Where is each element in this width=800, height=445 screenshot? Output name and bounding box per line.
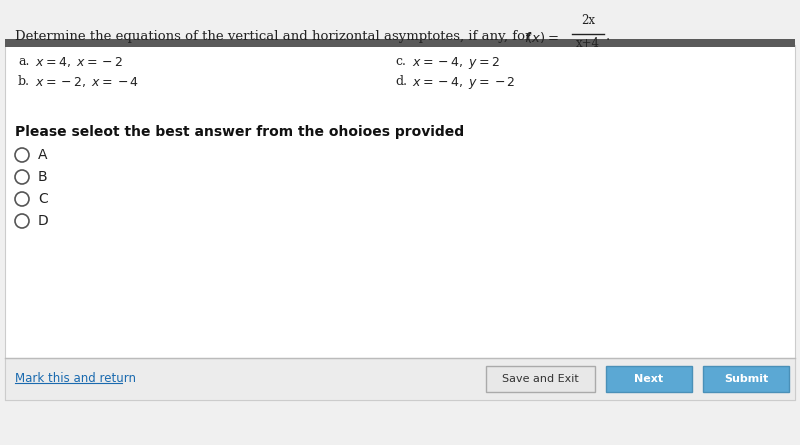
Text: Mark this and return: Mark this and return [15, 372, 136, 385]
FancyBboxPatch shape [703, 366, 789, 392]
Text: B: B [38, 170, 48, 184]
FancyBboxPatch shape [5, 358, 795, 400]
Text: $x = 4,\ x = -2$: $x = 4,\ x = -2$ [35, 55, 123, 69]
Text: C: C [38, 192, 48, 206]
Text: Save and Exit: Save and Exit [502, 374, 578, 384]
Text: $x = -4,\ y = 2$: $x = -4,\ y = 2$ [412, 55, 500, 71]
Text: .: . [606, 30, 610, 43]
Text: $x = -2,\ x = -4$: $x = -2,\ x = -4$ [35, 75, 139, 89]
Text: Determine the equations of the vertical and horizontal asymptotes, if any, for: Determine the equations of the vertical … [15, 30, 531, 43]
Text: x+4: x+4 [576, 37, 600, 50]
Text: Next: Next [634, 374, 663, 384]
Text: a.: a. [18, 55, 30, 68]
Text: $f\!\left(x\right)=$: $f\!\left(x\right)=$ [524, 30, 559, 45]
FancyBboxPatch shape [5, 39, 795, 47]
Text: Submit: Submit [724, 374, 768, 384]
Text: $x = -4,\ y = -2$: $x = -4,\ y = -2$ [412, 75, 515, 91]
FancyBboxPatch shape [5, 45, 795, 400]
Text: b.: b. [18, 75, 30, 88]
Text: A: A [38, 148, 47, 162]
FancyBboxPatch shape [606, 366, 692, 392]
Text: D: D [38, 214, 49, 228]
FancyBboxPatch shape [486, 366, 595, 392]
Text: Please seleot the best answer from the ohoioes provided: Please seleot the best answer from the o… [15, 125, 464, 139]
Text: d.: d. [395, 75, 407, 88]
Text: 2x: 2x [581, 14, 595, 27]
Text: c.: c. [395, 55, 406, 68]
